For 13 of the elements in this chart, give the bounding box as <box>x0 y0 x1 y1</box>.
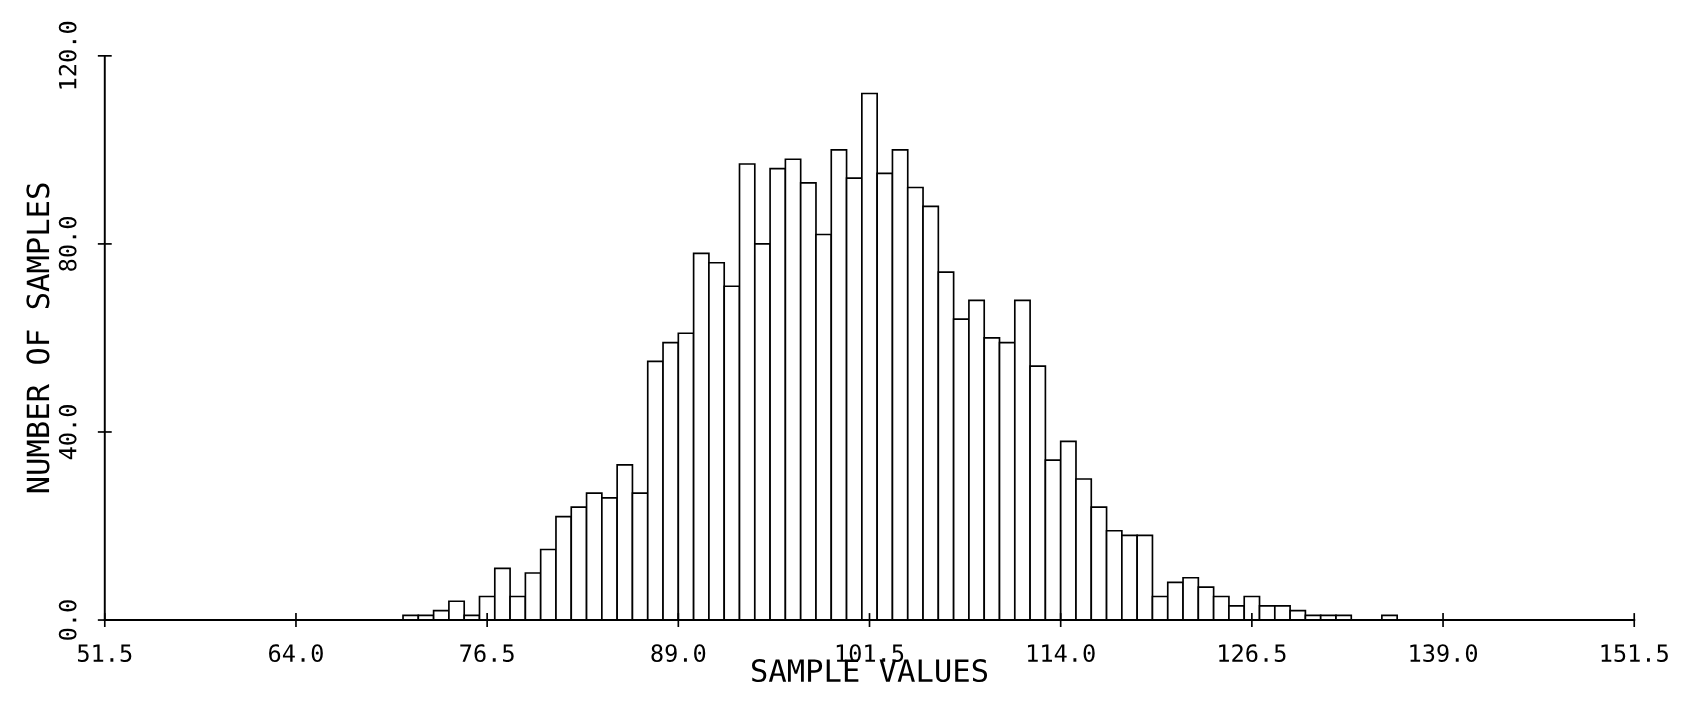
y-tick-label: 120.0 <box>58 21 77 89</box>
x-tick-label: 89.0 <box>651 644 706 663</box>
x-tick-label: 139.0 <box>1410 644 1478 663</box>
y-axis-title: NUMBER OF SAMPLES <box>26 183 50 493</box>
x-tick-label: 126.5 <box>1219 644 1286 663</box>
x-tick-label: 114.0 <box>1027 644 1095 663</box>
y-tick-label: 40.0 <box>58 405 77 460</box>
x-tick-label: 76.5 <box>460 644 514 663</box>
y-tick-label: 80.0 <box>58 217 77 271</box>
x-tick-label: 51.5 <box>78 644 132 663</box>
x-tick-label: 151.5 <box>1601 644 1668 663</box>
y-tick-label: 0.0 <box>58 600 77 640</box>
x-tick-label: 64.0 <box>269 644 323 663</box>
